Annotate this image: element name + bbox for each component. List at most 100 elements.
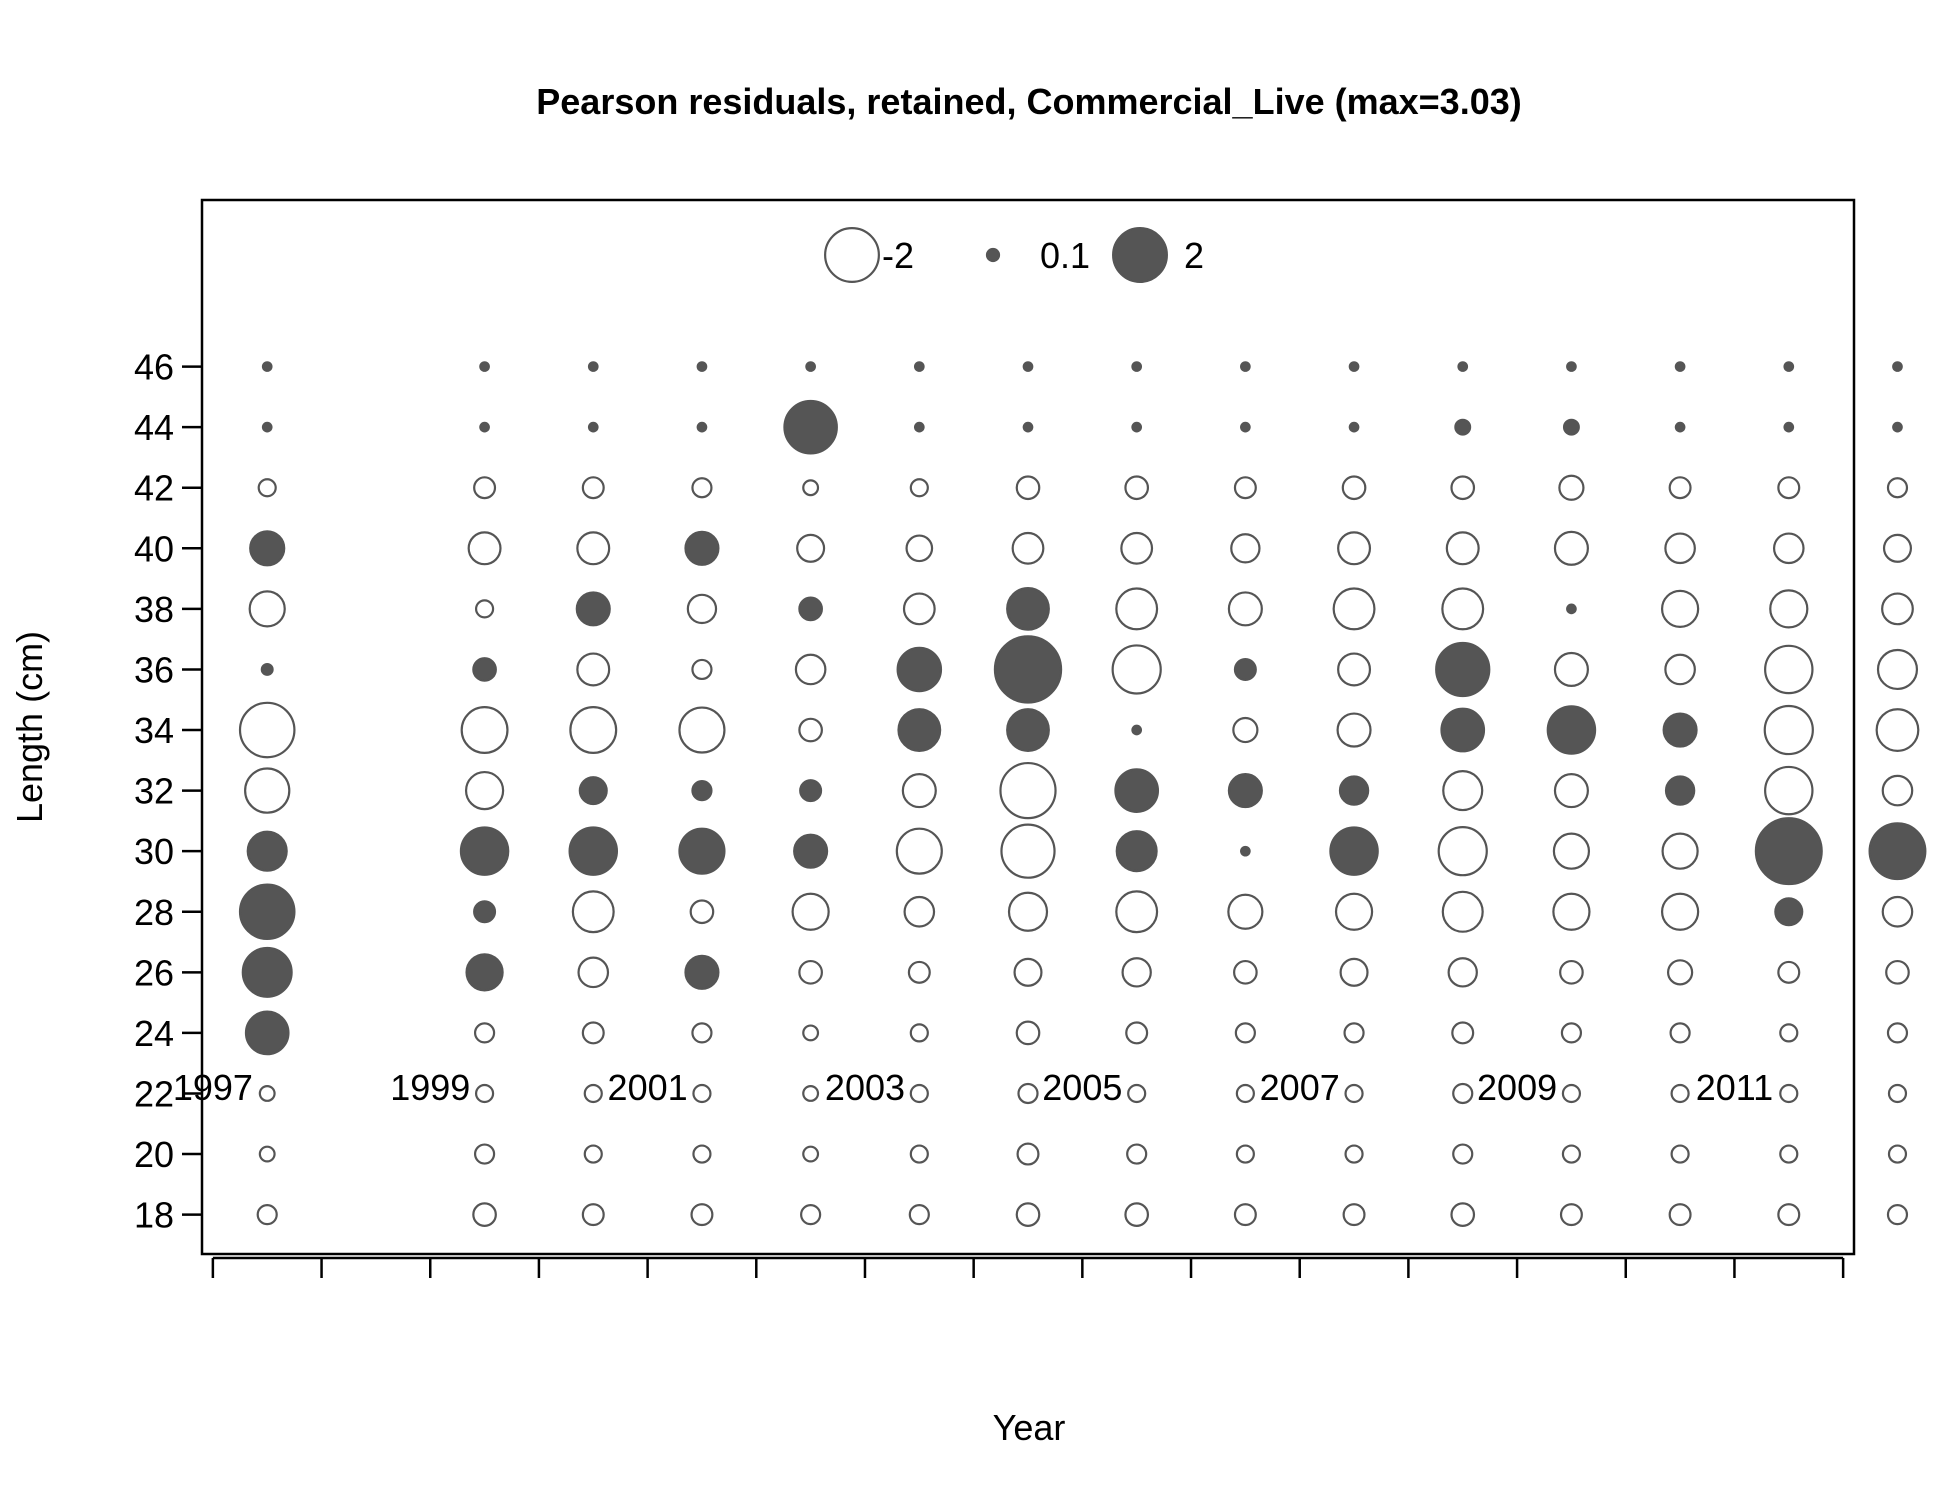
residual-bubble (465, 953, 504, 992)
residual-bubble (692, 1083, 712, 1104)
residual-bubble (907, 960, 931, 984)
residual-bubble (913, 361, 925, 372)
residual-bubble (1114, 768, 1160, 813)
residual-bubble (1441, 587, 1485, 631)
x-tick-label: 1997 (173, 1067, 253, 1108)
residual-bubble (1661, 832, 1699, 870)
residual-bubble (798, 717, 823, 743)
y-tick-label: 42 (134, 468, 174, 509)
residual-bubble (576, 652, 611, 687)
residual-bubble (1664, 775, 1696, 806)
residual-bubble (1452, 1082, 1474, 1105)
residual-bubble (473, 1143, 496, 1165)
residual-bubble (577, 956, 610, 989)
residual-bubble (689, 899, 715, 925)
residual-bubble (1886, 1204, 1909, 1226)
residual-bubble (1227, 773, 1263, 809)
residual-bubble (1121, 957, 1152, 988)
residual-bubble (1457, 361, 1469, 372)
residual-bubble (241, 946, 293, 998)
residual-bubble (1131, 421, 1143, 433)
residual-bubble (1892, 421, 1903, 433)
legend-label: -2 (882, 235, 914, 276)
residual-bubble (1452, 1143, 1474, 1165)
residual-bubble (1666, 959, 1694, 986)
residual-bubble (474, 599, 495, 619)
residual-bubble (802, 479, 820, 497)
residual-bubble (909, 1144, 929, 1164)
x-tick-label: 2005 (1042, 1067, 1122, 1108)
residual-bubble (1881, 592, 1914, 626)
residual-bubble (999, 761, 1057, 820)
residual-bubble (691, 780, 713, 802)
residual-bubble (897, 708, 942, 752)
residual-bubble (1007, 891, 1049, 932)
residual-bubble (581, 1203, 605, 1227)
residual-bubble (791, 892, 830, 931)
residual-bubble (1230, 533, 1261, 564)
y-tick-label: 38 (134, 589, 174, 630)
residual-bubble (1227, 893, 1264, 930)
residual-bubble (581, 476, 605, 500)
residual-bubble (1552, 832, 1591, 870)
residual-bubble (249, 530, 286, 567)
residual-bubble (1662, 712, 1698, 748)
residual-bubble (459, 826, 510, 876)
residual-bubble (1343, 1022, 1365, 1044)
y-tick-label: 24 (134, 1013, 174, 1054)
residual-bubble (244, 767, 291, 814)
residual-bubble (1111, 644, 1162, 695)
residual-bubble (1566, 361, 1577, 372)
residual-bubble (1553, 530, 1589, 566)
y-tick-label: 20 (134, 1134, 174, 1175)
residual-bubble (794, 653, 827, 686)
legend-label: 0.1 (1040, 235, 1090, 276)
residual-bubble (473, 900, 497, 924)
residual-bubble (583, 1083, 603, 1104)
residual-bubble (258, 1145, 276, 1163)
y-tick-label: 30 (134, 831, 174, 872)
residual-bubble (691, 658, 713, 681)
residual-bubble (1669, 1022, 1691, 1044)
residual-bubble (691, 1022, 713, 1044)
y-axis-label: Length (cm) (9, 631, 50, 823)
y-axis: 18 20 22 24 26 28 30 32 34 36 38 40 42 44 46 (134, 347, 202, 1236)
residual-bubble (802, 1024, 820, 1042)
residual-bubble (1875, 708, 1920, 752)
residual-bubble (1664, 653, 1696, 686)
residual-bubble (1000, 823, 1056, 879)
residual-bubble (1115, 890, 1159, 934)
residual-bubble (261, 361, 273, 372)
residual-bubble (1125, 1021, 1149, 1045)
residual-bubble (1769, 589, 1809, 629)
residual-bubble (583, 1144, 603, 1164)
residual-bubble (909, 478, 929, 498)
y-tick-label: 46 (134, 347, 174, 388)
residual-bubble (1559, 1203, 1583, 1227)
residual-bubble (1339, 957, 1369, 987)
residual-bubble (1115, 830, 1158, 873)
x-tick-label: 2007 (1260, 1067, 1340, 1108)
chart-title: Pearson residuals, retained, Commercial_… (536, 81, 1521, 122)
residual-bubble (1868, 822, 1927, 881)
residual-bubble (805, 361, 816, 372)
residual-bubble (1450, 475, 1476, 501)
residual-bubble (238, 701, 296, 759)
residual-bubble (1235, 1083, 1255, 1104)
residual-bubble (1887, 1083, 1908, 1104)
residual-bubble (1233, 657, 1257, 681)
residual-bubble (692, 1144, 712, 1164)
residual-bubble (1227, 591, 1263, 627)
residual-bubble (258, 1085, 276, 1102)
residual-bubble (798, 596, 823, 622)
residual-bubble (261, 421, 273, 433)
y-tick-label: 18 (134, 1195, 174, 1236)
residual-bubble (1442, 770, 1484, 812)
residual-bubble (1015, 1020, 1041, 1046)
residual-bubble (464, 770, 505, 811)
residual-bubble (1779, 1083, 1799, 1104)
residual-bubble (1011, 531, 1045, 565)
residual-bubble (1892, 361, 1903, 372)
residual-bubble (1329, 826, 1379, 876)
